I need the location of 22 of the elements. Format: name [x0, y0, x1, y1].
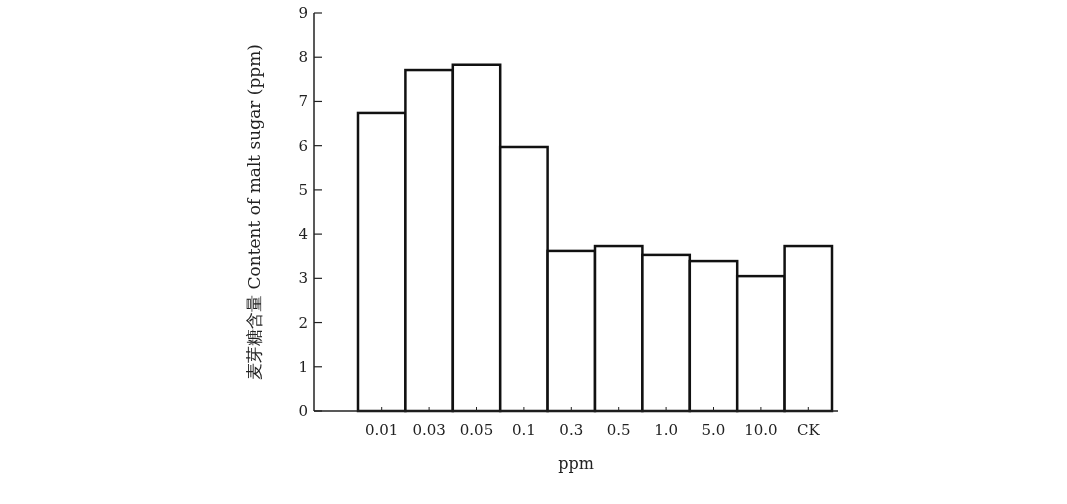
- y-tick-label: 2: [298, 313, 308, 332]
- y-tick-label: 3: [298, 269, 308, 288]
- x-tick-label: 0.5: [606, 421, 631, 439]
- y-tick-label: 0: [298, 402, 308, 420]
- y-tick-label: 9: [298, 4, 308, 22]
- y-tick-label: 1: [298, 357, 308, 376]
- x-tick-label: 10.0: [744, 421, 778, 439]
- x-tick-label: CK: [796, 421, 821, 439]
- x-tick-label: 0.1: [511, 421, 536, 439]
- y-axis-title: 麦芽糖含量 Content of malt sugar (ppm): [244, 44, 264, 380]
- x-tick-label: 0.3: [559, 421, 584, 439]
- x-tick-label: 0.01: [365, 421, 399, 439]
- y-tick-label: 7: [298, 92, 308, 111]
- y-tick-label: 8: [298, 48, 308, 67]
- x-tick-label: 0.05: [459, 421, 494, 439]
- y-tick-label: 6: [298, 136, 308, 155]
- y-tick-label: 5: [298, 180, 308, 199]
- x-tick-label: 5.0: [701, 421, 726, 439]
- x-tick-label: 0.03: [412, 421, 446, 439]
- y-tick-label: 4: [298, 225, 308, 244]
- x-axis-title: ppm: [558, 454, 594, 473]
- x-tick-label: 1.0: [654, 421, 679, 439]
